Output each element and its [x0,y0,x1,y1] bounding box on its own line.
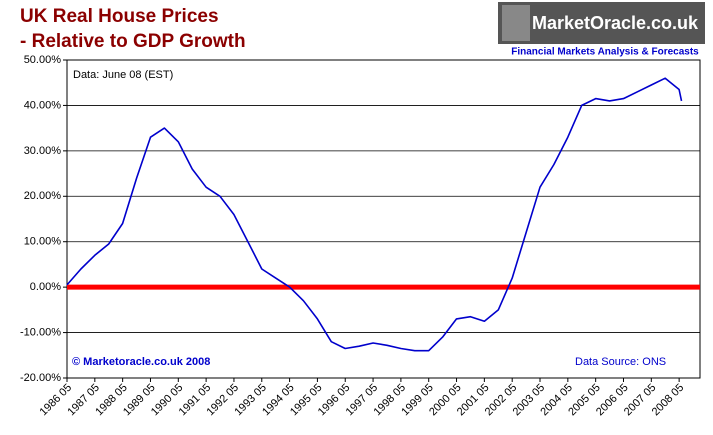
annotation: Data: June 08 (EST) [73,69,173,81]
logo-box [498,2,705,44]
annotation: © Marketoracle.co.uk 2008 [72,356,210,368]
y-tick-label: 30.00% [24,145,62,157]
plot-area [66,59,701,379]
y-tick-label: 10.00% [24,236,62,248]
logo-icon [502,5,530,41]
y-tick-label: 40.00% [24,99,62,111]
y-tick-label: -10.00% [20,326,61,338]
series-line [66,77,683,352]
logo-tagline: Financial Markets Analysis & Forecasts [511,47,699,58]
y-tick-label: 0.00% [30,281,61,293]
logo-text: MarketOracle.co.uk [532,13,699,33]
y-tick-label: 50.00% [24,54,62,66]
annotation: Data Source: ONS [575,356,666,368]
chart-subtitle: - Relative to GDP Growth [20,31,246,52]
y-tick-label: 20.00% [24,190,62,202]
chart-title: UK Real House Prices [20,6,219,27]
y-tick-label: -20.00% [20,372,61,384]
